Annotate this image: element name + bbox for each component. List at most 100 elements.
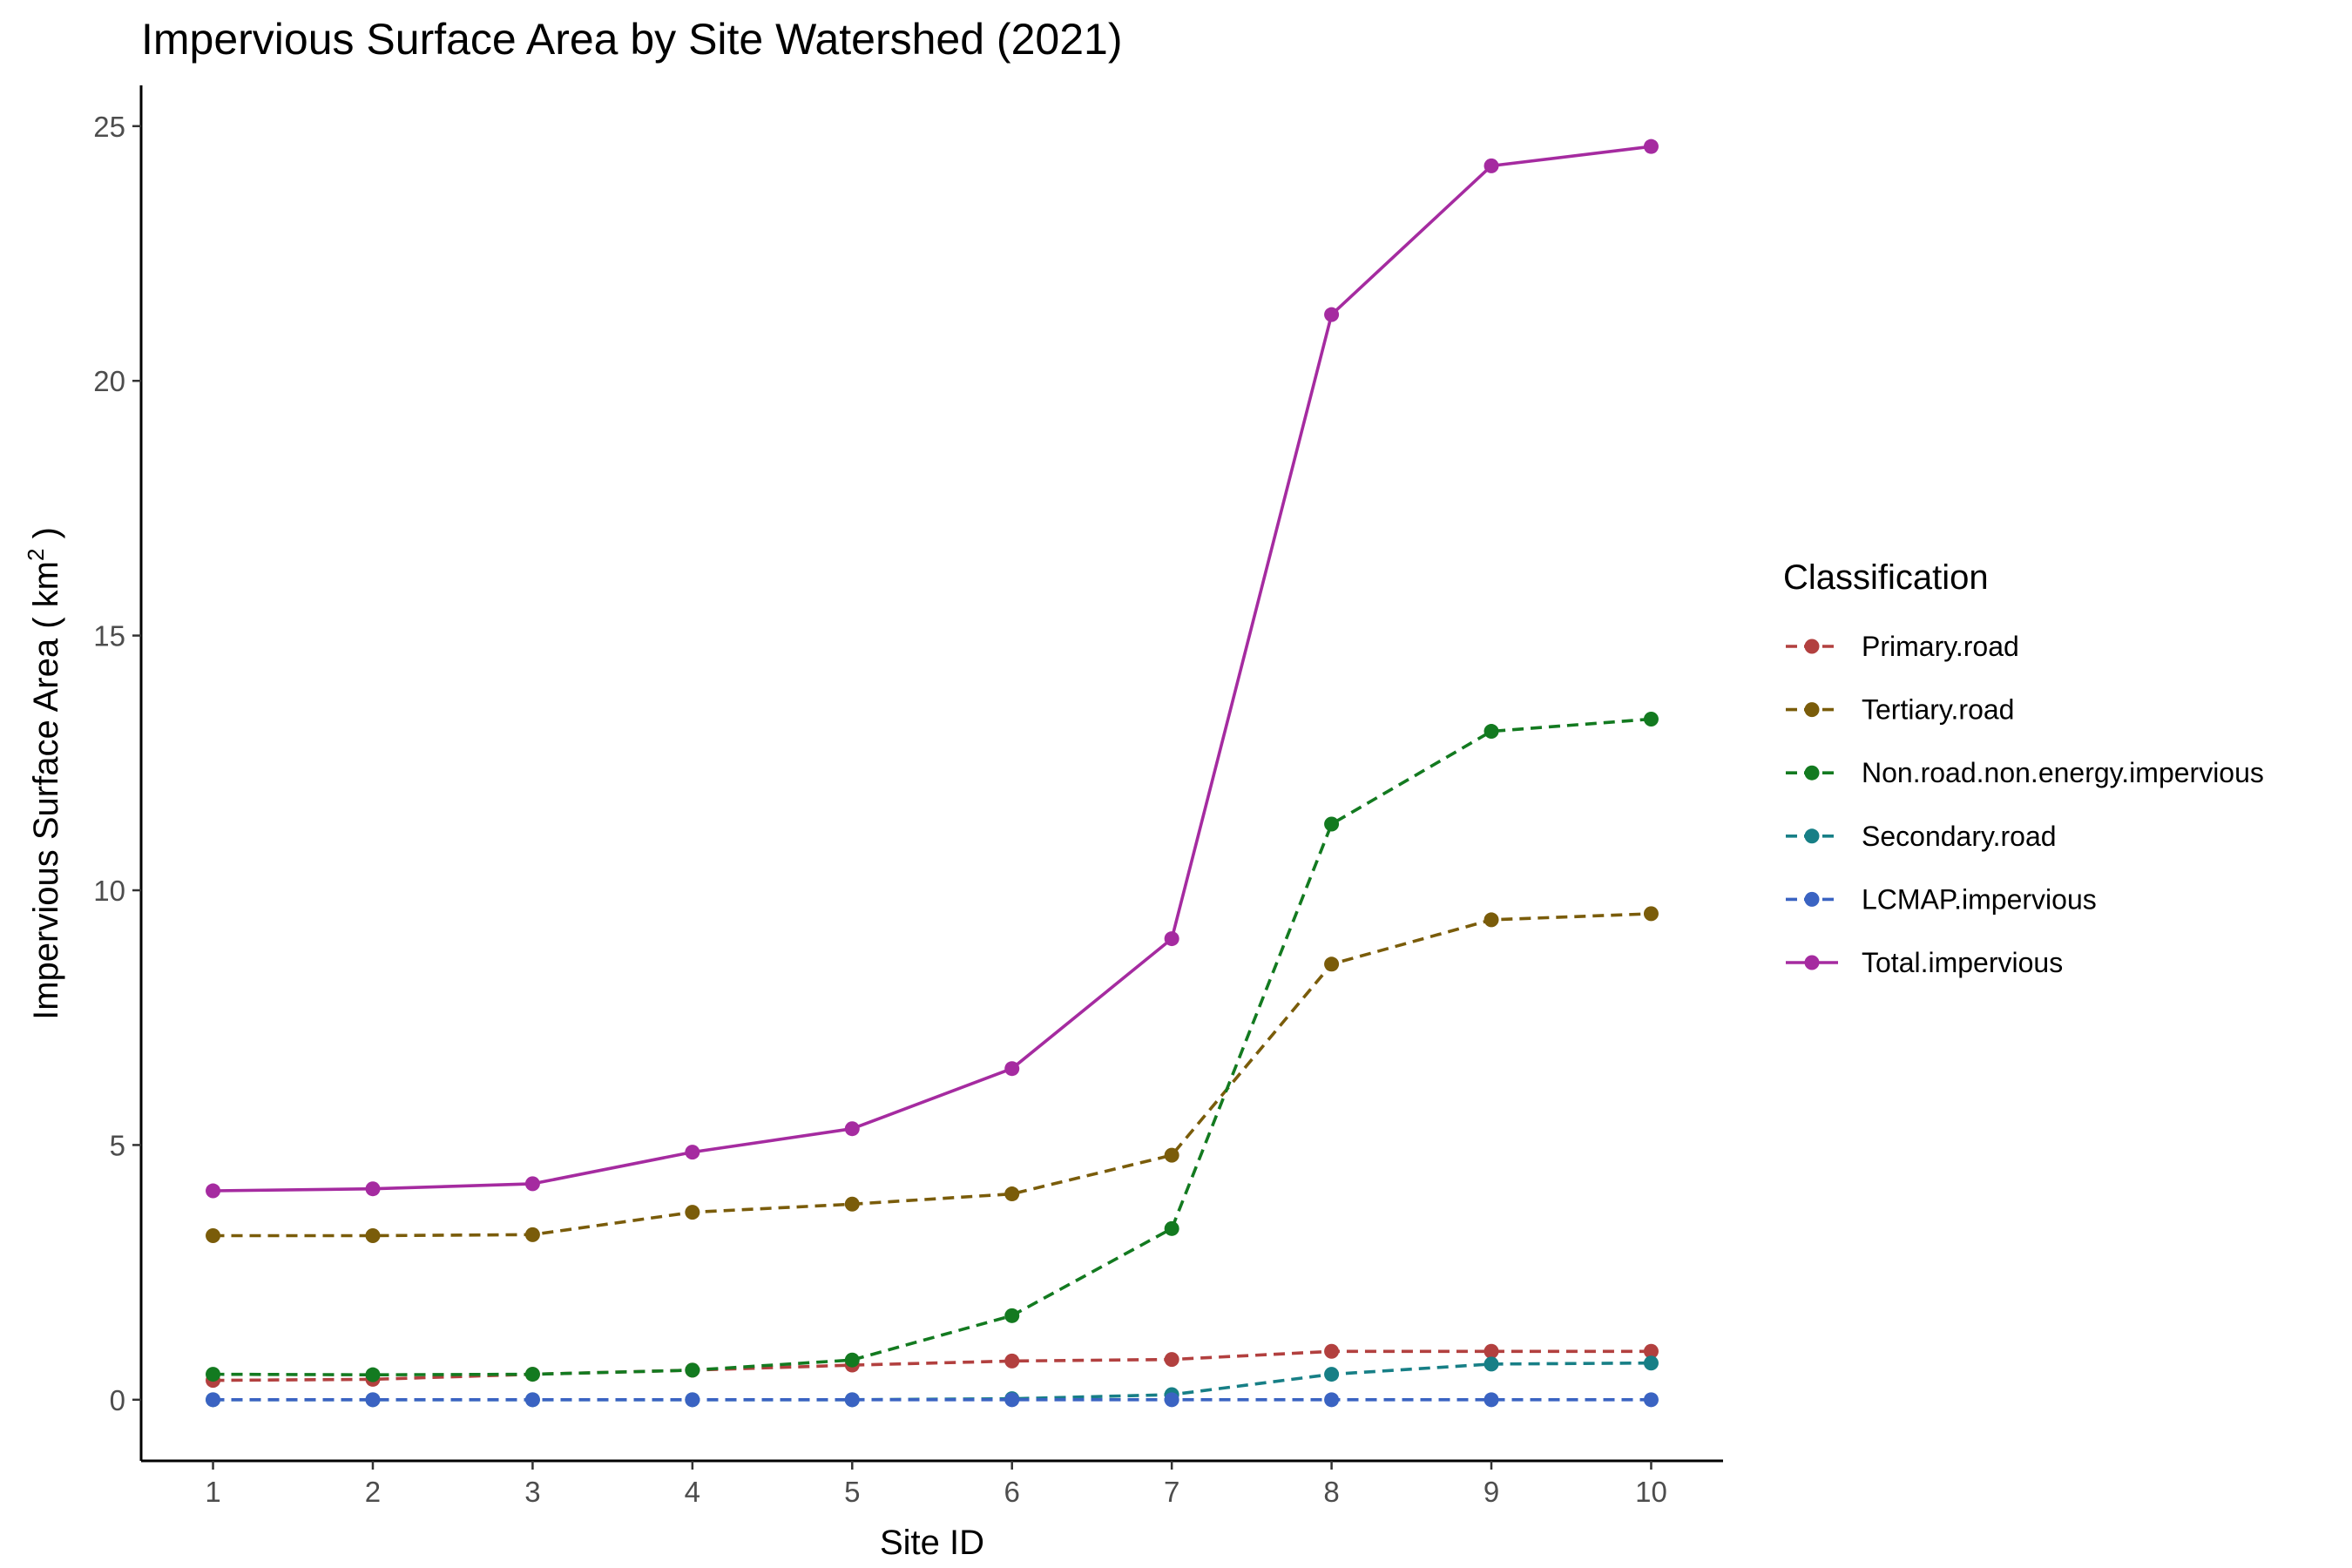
data-point — [365, 1181, 381, 1197]
legend-marker — [1804, 702, 1820, 718]
legend-label: Total.impervious — [1862, 947, 2063, 978]
x-tick-label: 10 — [1635, 1476, 1667, 1508]
data-point — [524, 1392, 540, 1408]
series-tertiary-road — [206, 906, 1659, 1244]
data-point — [524, 1176, 540, 1192]
data-point — [1484, 1356, 1499, 1372]
x-axis-title: Site ID — [880, 1524, 984, 1562]
data-point — [1004, 1308, 1020, 1323]
legend-title: Classification — [1783, 558, 1989, 597]
data-point — [685, 1392, 700, 1408]
legend-label: Tertiary.road — [1862, 694, 2014, 726]
data-point — [844, 1121, 860, 1137]
x-tick-label: 7 — [1164, 1476, 1179, 1508]
legend-item-secondary-road: Secondary.road — [1786, 821, 2057, 852]
data-point — [1324, 307, 1340, 322]
data-point — [1643, 712, 1659, 727]
x-tick-label: 1 — [205, 1476, 220, 1508]
data-point — [1164, 1352, 1179, 1368]
y-axis-title: Impervious Surface Area ( km2 ) — [23, 527, 65, 1020]
plot-area — [206, 139, 1659, 1408]
series-line — [213, 912, 1652, 1238]
data-point — [1004, 1353, 1020, 1369]
legend-marker — [1804, 765, 1820, 781]
data-point — [1164, 1392, 1179, 1408]
data-point — [844, 1196, 860, 1212]
series-line — [213, 145, 1652, 1193]
legend-item-total-impervious: Total.impervious — [1786, 947, 2063, 978]
x-tick-label: 5 — [844, 1476, 860, 1508]
legend-marker — [1804, 639, 1820, 654]
data-point — [1484, 1392, 1499, 1408]
data-point — [1164, 1147, 1179, 1163]
y-tick-label: 20 — [93, 365, 125, 397]
x-axis-ticks: 1 2 3 4 5 6 7 8 9 10 — [205, 1461, 1667, 1508]
series-line — [213, 1349, 1652, 1382]
data-point — [1643, 1392, 1659, 1408]
data-point — [524, 1367, 540, 1382]
data-point — [206, 1392, 221, 1408]
y-axis-title-suffix: ) — [27, 527, 65, 548]
y-axis-title-superscript: 2 — [23, 549, 49, 561]
data-point — [1484, 724, 1499, 740]
y-tick-label: 0 — [110, 1384, 125, 1416]
y-axis-title-text: Impervious Surface Area ( km — [27, 561, 65, 1020]
legend-item-tertiary-road: Tertiary.road — [1786, 694, 2014, 726]
x-tick-label: 8 — [1323, 1476, 1339, 1508]
legend-label: LCMAP.impervious — [1862, 883, 2097, 915]
data-point — [1164, 1220, 1179, 1236]
legend-label: Non.road.non.energy.impervious — [1862, 757, 2264, 788]
x-tick-label: 2 — [365, 1476, 381, 1508]
data-point — [1004, 1061, 1020, 1077]
y-tick-label: 10 — [93, 875, 125, 907]
data-point — [685, 1205, 700, 1220]
data-point — [1324, 1367, 1340, 1382]
x-tick-label: 9 — [1484, 1476, 1499, 1508]
data-point — [1324, 816, 1340, 832]
legend-marker — [1804, 891, 1820, 907]
chart-title: Impervious Surface Area by Site Watershe… — [141, 15, 1122, 64]
data-point — [524, 1227, 540, 1242]
data-point — [1324, 956, 1340, 972]
y-axis-ticks: 0 5 10 15 20 25 — [93, 111, 141, 1416]
legend-marker — [1804, 828, 1820, 844]
legend-item-non-road-non-energy-impervious: Non.road.non.energy.impervious — [1786, 757, 2264, 788]
series-total-impervious — [206, 139, 1659, 1199]
data-point — [1484, 912, 1499, 928]
data-point — [1004, 1392, 1020, 1408]
x-tick-label: 4 — [685, 1476, 700, 1508]
data-point — [1643, 906, 1659, 922]
legend-marker — [1804, 955, 1820, 970]
x-tick-label: 3 — [524, 1476, 540, 1508]
data-point — [206, 1183, 221, 1199]
data-point — [1324, 1343, 1340, 1359]
data-point — [365, 1228, 381, 1244]
series-non-road-non-energy-impervious — [206, 712, 1659, 1382]
legend-label: Primary.road — [1862, 631, 2019, 662]
data-point — [1484, 158, 1499, 173]
legend-item-lcmap-impervious: LCMAP.impervious — [1786, 883, 2097, 915]
legend-label: Secondary.road — [1862, 821, 2057, 852]
series-lcmap-impervious — [206, 1392, 1659, 1408]
y-tick-label: 25 — [93, 111, 125, 143]
data-point — [206, 1228, 221, 1244]
data-point — [365, 1392, 381, 1408]
y-tick-label: 15 — [93, 620, 125, 652]
data-point — [844, 1392, 860, 1408]
legend-item-primary-road: Primary.road — [1786, 631, 2019, 662]
y-tick-label: 5 — [110, 1129, 125, 1161]
data-point — [365, 1367, 381, 1382]
data-point — [685, 1145, 700, 1160]
data-point — [206, 1367, 221, 1382]
series-line — [213, 717, 1652, 1376]
data-point — [844, 1352, 860, 1368]
data-point — [1164, 931, 1179, 947]
data-point — [1643, 1355, 1659, 1371]
data-point — [685, 1362, 700, 1378]
data-point — [1643, 1343, 1659, 1359]
legend: Primary.road Tertiary.road Non.road.non.en… — [1786, 631, 2264, 978]
data-point — [1484, 1343, 1499, 1359]
data-point — [1324, 1392, 1340, 1408]
x-tick-label: 6 — [1004, 1476, 1020, 1508]
